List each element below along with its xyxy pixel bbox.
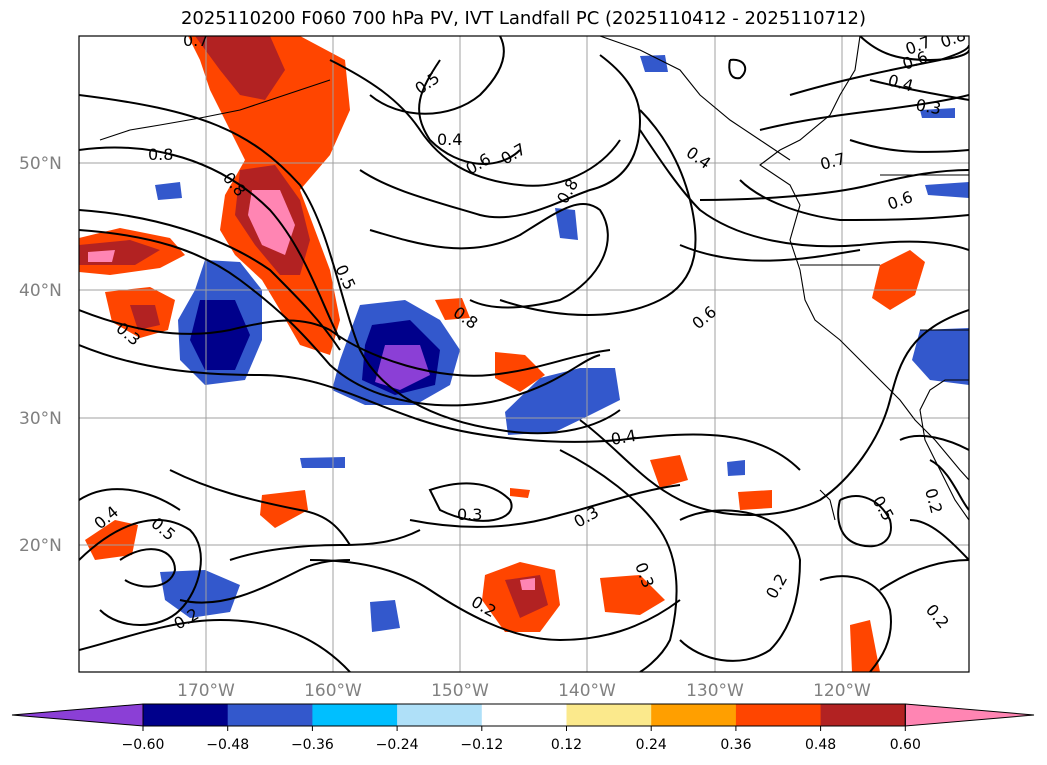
pv-positive-region [872, 250, 925, 310]
lon-axis: 170°W 160°W 150°W 140°W 130°W 120°W [177, 681, 871, 701]
pv-positive-core [195, 36, 285, 100]
colorbar-segment [820, 704, 906, 726]
pv-negative-core [190, 300, 250, 370]
pv-positive-peak [88, 250, 115, 262]
pv-negative-region [727, 460, 745, 476]
colorbar-segment [651, 704, 737, 726]
pv-negative-region [370, 600, 400, 632]
pv-positive-region [435, 298, 470, 320]
contour-label: 0.4 [437, 130, 462, 149]
pv-positive-region [650, 455, 688, 488]
colorbar-tick-label: −0.48 [206, 737, 249, 753]
colorbar-tick-label: −0.12 [460, 737, 503, 753]
lat-tick-label: 30°N [19, 409, 62, 429]
lon-tick-label: 120°W [813, 681, 871, 701]
contour-label: 0.4 [609, 426, 637, 449]
chart-title: 2025110200 F060 700 hPa PV, IVT Landfall… [180, 8, 867, 29]
coastline [99, 36, 969, 521]
colorbar-segment [566, 704, 652, 726]
lon-tick-label: 150°W [431, 681, 489, 701]
pv-negative-region [920, 108, 955, 118]
contour-label: 0.3 [914, 95, 942, 118]
colorbar-tick-label: 0.12 [551, 737, 582, 753]
colorbar-tick-label: 0.48 [805, 737, 836, 753]
pv-negative-region [160, 570, 240, 618]
colorbar-extend-min [11, 703, 144, 727]
colorbar [11, 703, 1035, 727]
contour-lines [79, 36, 969, 672]
colorbar-segment [143, 704, 229, 726]
lat-tick-label: 20°N [19, 536, 62, 556]
colorbar-tick-label: −0.36 [291, 737, 334, 753]
lon-tick-label: 170°W [177, 681, 235, 701]
pv-negative-region [300, 457, 345, 468]
pv-negative-peak [375, 345, 430, 390]
colorbar-segment [735, 704, 822, 726]
pv-negative-region [912, 328, 969, 385]
contour-labels: 0.8 0.5 0.4 0.6 0.7 0.8 0.4 0.7 0.6 0.4 … [90, 31, 968, 633]
colorbar-segment [397, 704, 483, 726]
contour-label: 0.8 [148, 145, 173, 164]
pv-positive-region [85, 520, 138, 560]
colorbar-tick-label: 0.36 [720, 737, 751, 753]
pv-negative-region [925, 182, 969, 198]
pv-positive-region [495, 352, 545, 392]
pv-positive-region [850, 620, 880, 672]
pv-negative-region [640, 55, 668, 72]
pv-fill-layer [79, 36, 969, 672]
pv-negative-region [555, 208, 578, 240]
colorbar-segment [481, 704, 567, 726]
colorbar-outline [142, 703, 906, 727]
colorbar-segment [312, 704, 398, 726]
lon-tick-label: 140°W [558, 681, 616, 701]
colorbar-extend-max [904, 703, 1035, 727]
colorbar-tick-label: 0.24 [636, 737, 667, 753]
colorbar-tick-label: −0.24 [376, 737, 419, 753]
lat-tick-label: 50°N [19, 154, 62, 174]
pv-positive-core [130, 305, 160, 330]
lon-tick-label: 130°W [686, 681, 744, 701]
lon-tick-label: 160°W [304, 681, 362, 701]
pv-positive-core [505, 575, 548, 618]
map-frame [78, 35, 970, 673]
pv-positive-region [260, 490, 308, 528]
pv-positive-peak [248, 190, 295, 255]
pv-positive-peak [520, 578, 535, 590]
colorbar-tick-label: −0.60 [122, 737, 165, 753]
lat-axis: 50°N 40°N 30°N 20°N [19, 154, 62, 556]
contour-label: 0.3 [457, 505, 482, 524]
pv-negative-region [155, 182, 182, 200]
pv-positive-region [738, 490, 772, 510]
pv-positive-region [510, 488, 530, 498]
colorbar-tick-label: 0.60 [890, 737, 921, 753]
pv-positive-region [600, 575, 665, 615]
colorbar-segment [227, 704, 313, 726]
lat-tick-label: 40°N [19, 281, 62, 301]
colorbar-ticks: −0.60 −0.48 −0.36 −0.24 −0.12 0.12 0.24 0.36 0.4… [122, 726, 921, 753]
graticule [79, 36, 969, 672]
contour-label: 0.7 [183, 31, 208, 50]
